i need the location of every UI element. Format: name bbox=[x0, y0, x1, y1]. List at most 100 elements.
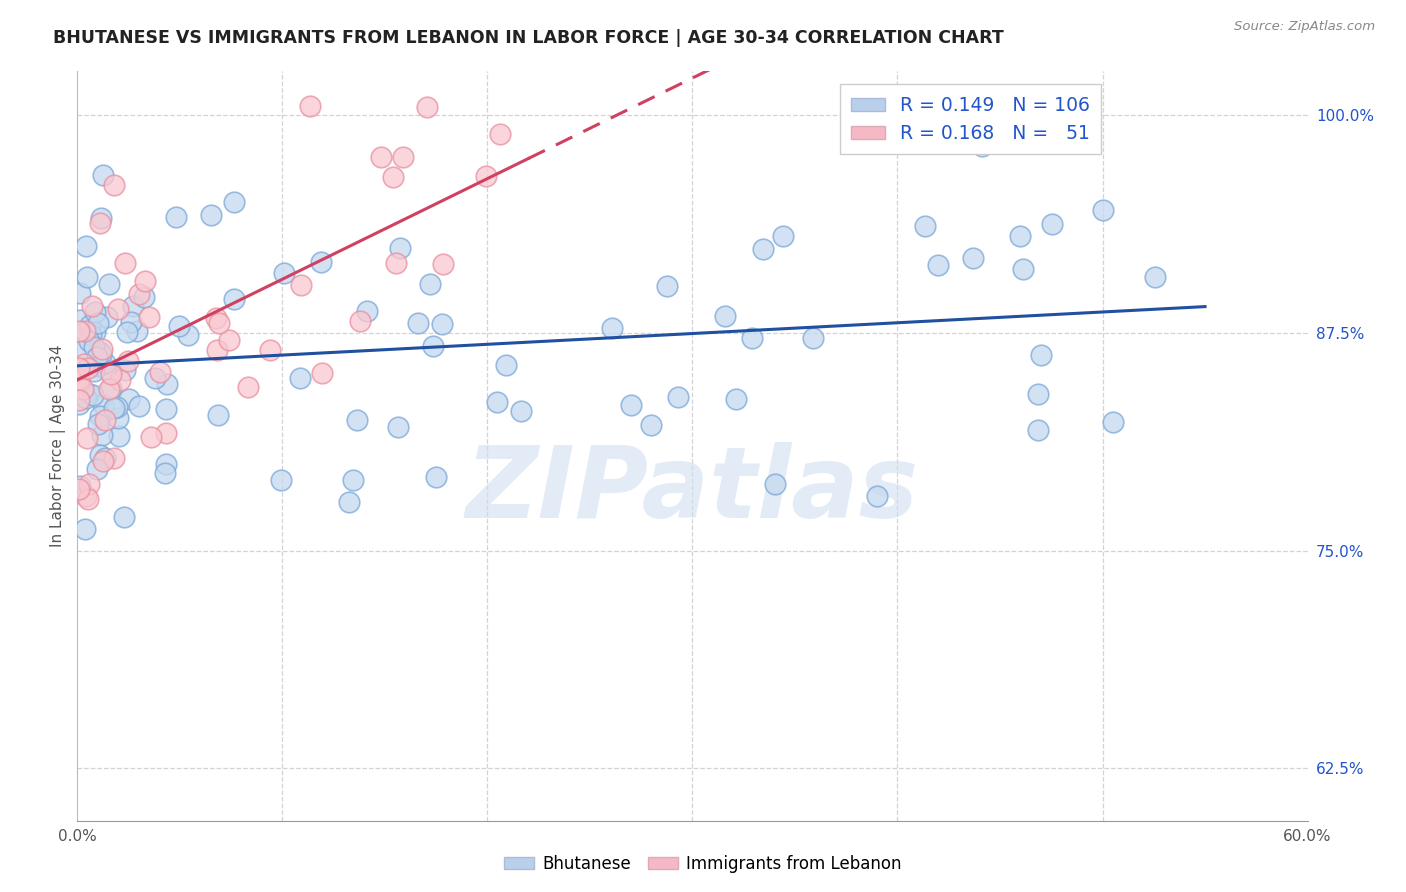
Point bbox=[100, 368, 122, 382]
Point bbox=[801, 331, 824, 345]
Point bbox=[90, 211, 112, 226]
Point bbox=[108, 373, 131, 387]
Point bbox=[73, 357, 96, 371]
Point bbox=[167, 319, 190, 334]
Point bbox=[388, 241, 411, 255]
Text: ZIPatlas: ZIPatlas bbox=[465, 442, 920, 540]
Point bbox=[75, 239, 97, 253]
Point bbox=[763, 477, 786, 491]
Point bbox=[474, 169, 496, 183]
Point bbox=[93, 355, 115, 369]
Point bbox=[87, 316, 110, 330]
Point bbox=[311, 366, 333, 380]
Point bbox=[772, 228, 794, 243]
Point bbox=[75, 391, 97, 405]
Point bbox=[1031, 348, 1053, 362]
Point bbox=[73, 324, 96, 338]
Point bbox=[620, 398, 643, 412]
Point bbox=[751, 243, 773, 257]
Point bbox=[972, 138, 994, 153]
Point bbox=[83, 340, 105, 354]
Point bbox=[67, 482, 90, 496]
Point bbox=[155, 425, 177, 440]
Point bbox=[69, 285, 91, 300]
Point bbox=[346, 413, 368, 427]
Point bbox=[270, 474, 292, 488]
Point bbox=[486, 395, 509, 409]
Point bbox=[76, 492, 98, 507]
Point bbox=[122, 299, 145, 313]
Point bbox=[153, 466, 176, 480]
Point bbox=[222, 293, 245, 307]
Point bbox=[89, 216, 111, 230]
Point bbox=[655, 279, 678, 293]
Point bbox=[1026, 387, 1049, 401]
Point bbox=[103, 451, 125, 466]
Point bbox=[666, 390, 689, 404]
Point bbox=[1144, 270, 1167, 285]
Text: Source: ZipAtlas.com: Source: ZipAtlas.com bbox=[1234, 20, 1375, 33]
Point bbox=[406, 316, 429, 330]
Point bbox=[127, 324, 149, 338]
Point bbox=[94, 413, 117, 427]
Point bbox=[509, 404, 531, 418]
Point bbox=[114, 256, 136, 270]
Point bbox=[97, 382, 120, 396]
Point bbox=[89, 344, 111, 359]
Legend: Bhutanese, Immigrants from Lebanon: Bhutanese, Immigrants from Lebanon bbox=[498, 848, 908, 880]
Point bbox=[425, 470, 447, 484]
Point bbox=[103, 178, 125, 192]
Point bbox=[236, 380, 259, 394]
Point bbox=[392, 151, 415, 165]
Legend: R = 0.149   N = 106, R = 0.168   N =   51: R = 0.149 N = 106, R = 0.168 N = 51 bbox=[841, 85, 1101, 154]
Point bbox=[114, 362, 136, 376]
Point bbox=[337, 494, 360, 508]
Point bbox=[77, 334, 100, 349]
Point bbox=[90, 343, 112, 357]
Point bbox=[93, 451, 115, 466]
Point bbox=[117, 392, 139, 406]
Point bbox=[77, 360, 100, 375]
Point bbox=[309, 254, 332, 268]
Point bbox=[1101, 415, 1123, 429]
Point bbox=[208, 316, 231, 330]
Point bbox=[80, 327, 103, 342]
Point bbox=[139, 430, 162, 444]
Point bbox=[67, 324, 90, 338]
Point bbox=[69, 479, 91, 493]
Point bbox=[67, 393, 90, 408]
Point bbox=[273, 266, 295, 280]
Point bbox=[90, 346, 112, 360]
Point bbox=[86, 417, 108, 432]
Point bbox=[115, 325, 138, 339]
Point bbox=[77, 477, 100, 491]
Point bbox=[430, 317, 453, 331]
Point bbox=[741, 331, 763, 345]
Point bbox=[416, 100, 439, 114]
Point bbox=[79, 318, 101, 332]
Point bbox=[128, 287, 150, 301]
Point bbox=[72, 343, 94, 358]
Point bbox=[91, 169, 114, 183]
Point bbox=[67, 372, 90, 386]
Point bbox=[489, 127, 512, 141]
Point bbox=[91, 428, 114, 442]
Point bbox=[82, 388, 104, 402]
Point bbox=[128, 399, 150, 413]
Point bbox=[112, 509, 135, 524]
Point bbox=[83, 364, 105, 378]
Point bbox=[86, 462, 108, 476]
Point bbox=[288, 370, 311, 384]
Point bbox=[205, 310, 228, 325]
Point bbox=[76, 432, 98, 446]
Point bbox=[724, 392, 747, 406]
Point bbox=[422, 339, 444, 353]
Point bbox=[381, 170, 404, 185]
Point bbox=[1012, 262, 1035, 277]
Point bbox=[290, 278, 312, 293]
Point bbox=[349, 314, 371, 328]
Point bbox=[67, 376, 90, 390]
Point bbox=[67, 397, 90, 411]
Point bbox=[134, 274, 156, 288]
Point bbox=[107, 301, 129, 316]
